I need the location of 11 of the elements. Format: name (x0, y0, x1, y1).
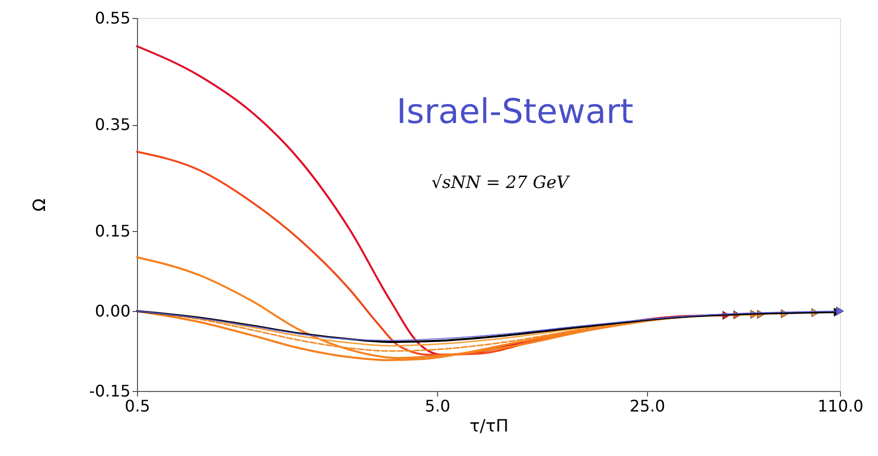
annotation: √sNN = 27 GeV (431, 173, 570, 193)
x-tick-label: 110.0 (818, 396, 864, 416)
y-tick-label: 0.55 (94, 8, 130, 28)
y-tick-label: 0.35 (94, 115, 130, 134)
y-tick-label: 0.15 (94, 222, 130, 241)
annotation: Israel-Stewart (396, 92, 634, 132)
y-axis-title: Ω (30, 198, 50, 212)
x-tick-label: 25.0 (630, 396, 666, 416)
x-axis-title: τ/τΠ (470, 416, 508, 436)
y-tick-label: 0.00 (94, 302, 130, 321)
x-tick-label: 5.0 (424, 396, 450, 416)
